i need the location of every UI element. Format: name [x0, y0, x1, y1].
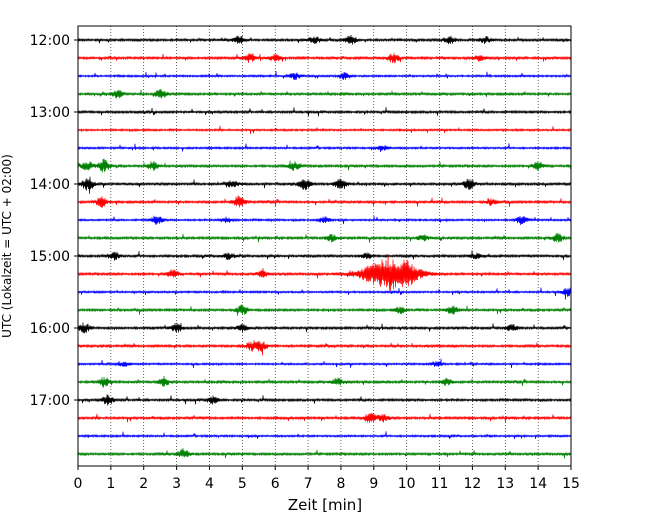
seismic-trace	[77, 322, 572, 334]
plot-frame	[77, 25, 572, 467]
x-tick-label: 6	[271, 476, 280, 492]
seismic-trace	[77, 107, 572, 117]
x-tick-label: 7	[304, 476, 313, 492]
seismic-trace	[77, 143, 572, 152]
seismic-trace	[77, 358, 572, 369]
x-tick-label: 1	[106, 476, 115, 492]
seismic-trace	[77, 71, 572, 81]
x-tick-label: 9	[369, 476, 378, 492]
seismic-trace	[77, 88, 572, 99]
x-axis-label: Zeit [min]	[288, 496, 362, 514]
x-tick-label: 0	[74, 476, 83, 492]
y-tick-label: 13:00	[30, 105, 70, 121]
seismic-trace	[77, 287, 572, 300]
y-tick-label: 12:00	[30, 33, 70, 49]
y-ticks: 12:00 13:00 14:00 15:00 16:00 17:00	[30, 33, 78, 409]
y-tick-label: 16:00	[30, 321, 70, 337]
seismic-trace	[77, 375, 572, 388]
x-ticks: 0 1 2 3 4 5 6 7 8 9 10 11 12 13 14 15	[74, 466, 580, 492]
x-tick-label: 2	[139, 476, 148, 492]
x-tick-label: 13	[496, 476, 514, 492]
seismic-trace	[77, 232, 572, 243]
x-tick-label: 14	[529, 476, 547, 492]
x-tick-label: 12	[463, 476, 481, 492]
y-tick-label: 17:00	[30, 393, 70, 409]
seismic-trace	[77, 35, 572, 45]
seismic-trace	[77, 195, 572, 208]
x-tick-label: 10	[398, 476, 416, 492]
x-tick-label: 15	[562, 476, 580, 492]
seismic-trace	[77, 158, 572, 173]
seismic-trace	[77, 176, 572, 194]
seismic-trace	[77, 340, 572, 356]
y-axis-label: UTC (Lokalzeit = UTC + 02:00)	[0, 154, 14, 338]
y-tick-label: 14:00	[30, 177, 70, 193]
x-tick-label: 8	[336, 476, 345, 492]
seismic-trace	[77, 215, 572, 225]
seismic-trace	[77, 304, 572, 316]
seismic-trace	[77, 448, 572, 459]
y-tick-label: 15:00	[30, 249, 70, 265]
grid-lines	[110, 26, 539, 466]
x-tick-label: 11	[431, 476, 449, 492]
x-tick-label: 5	[238, 476, 247, 492]
seismic-traces	[77, 35, 572, 459]
seismic-trace	[77, 125, 572, 135]
seismic-trace	[77, 254, 572, 291]
seismic-trace	[77, 431, 572, 440]
seismic-trace	[77, 250, 572, 261]
x-tick-label: 3	[172, 476, 181, 492]
seismic-trace	[77, 413, 572, 423]
seismic-trace	[77, 394, 572, 406]
seismic-trace	[77, 52, 572, 64]
x-tick-label: 4	[205, 476, 214, 492]
